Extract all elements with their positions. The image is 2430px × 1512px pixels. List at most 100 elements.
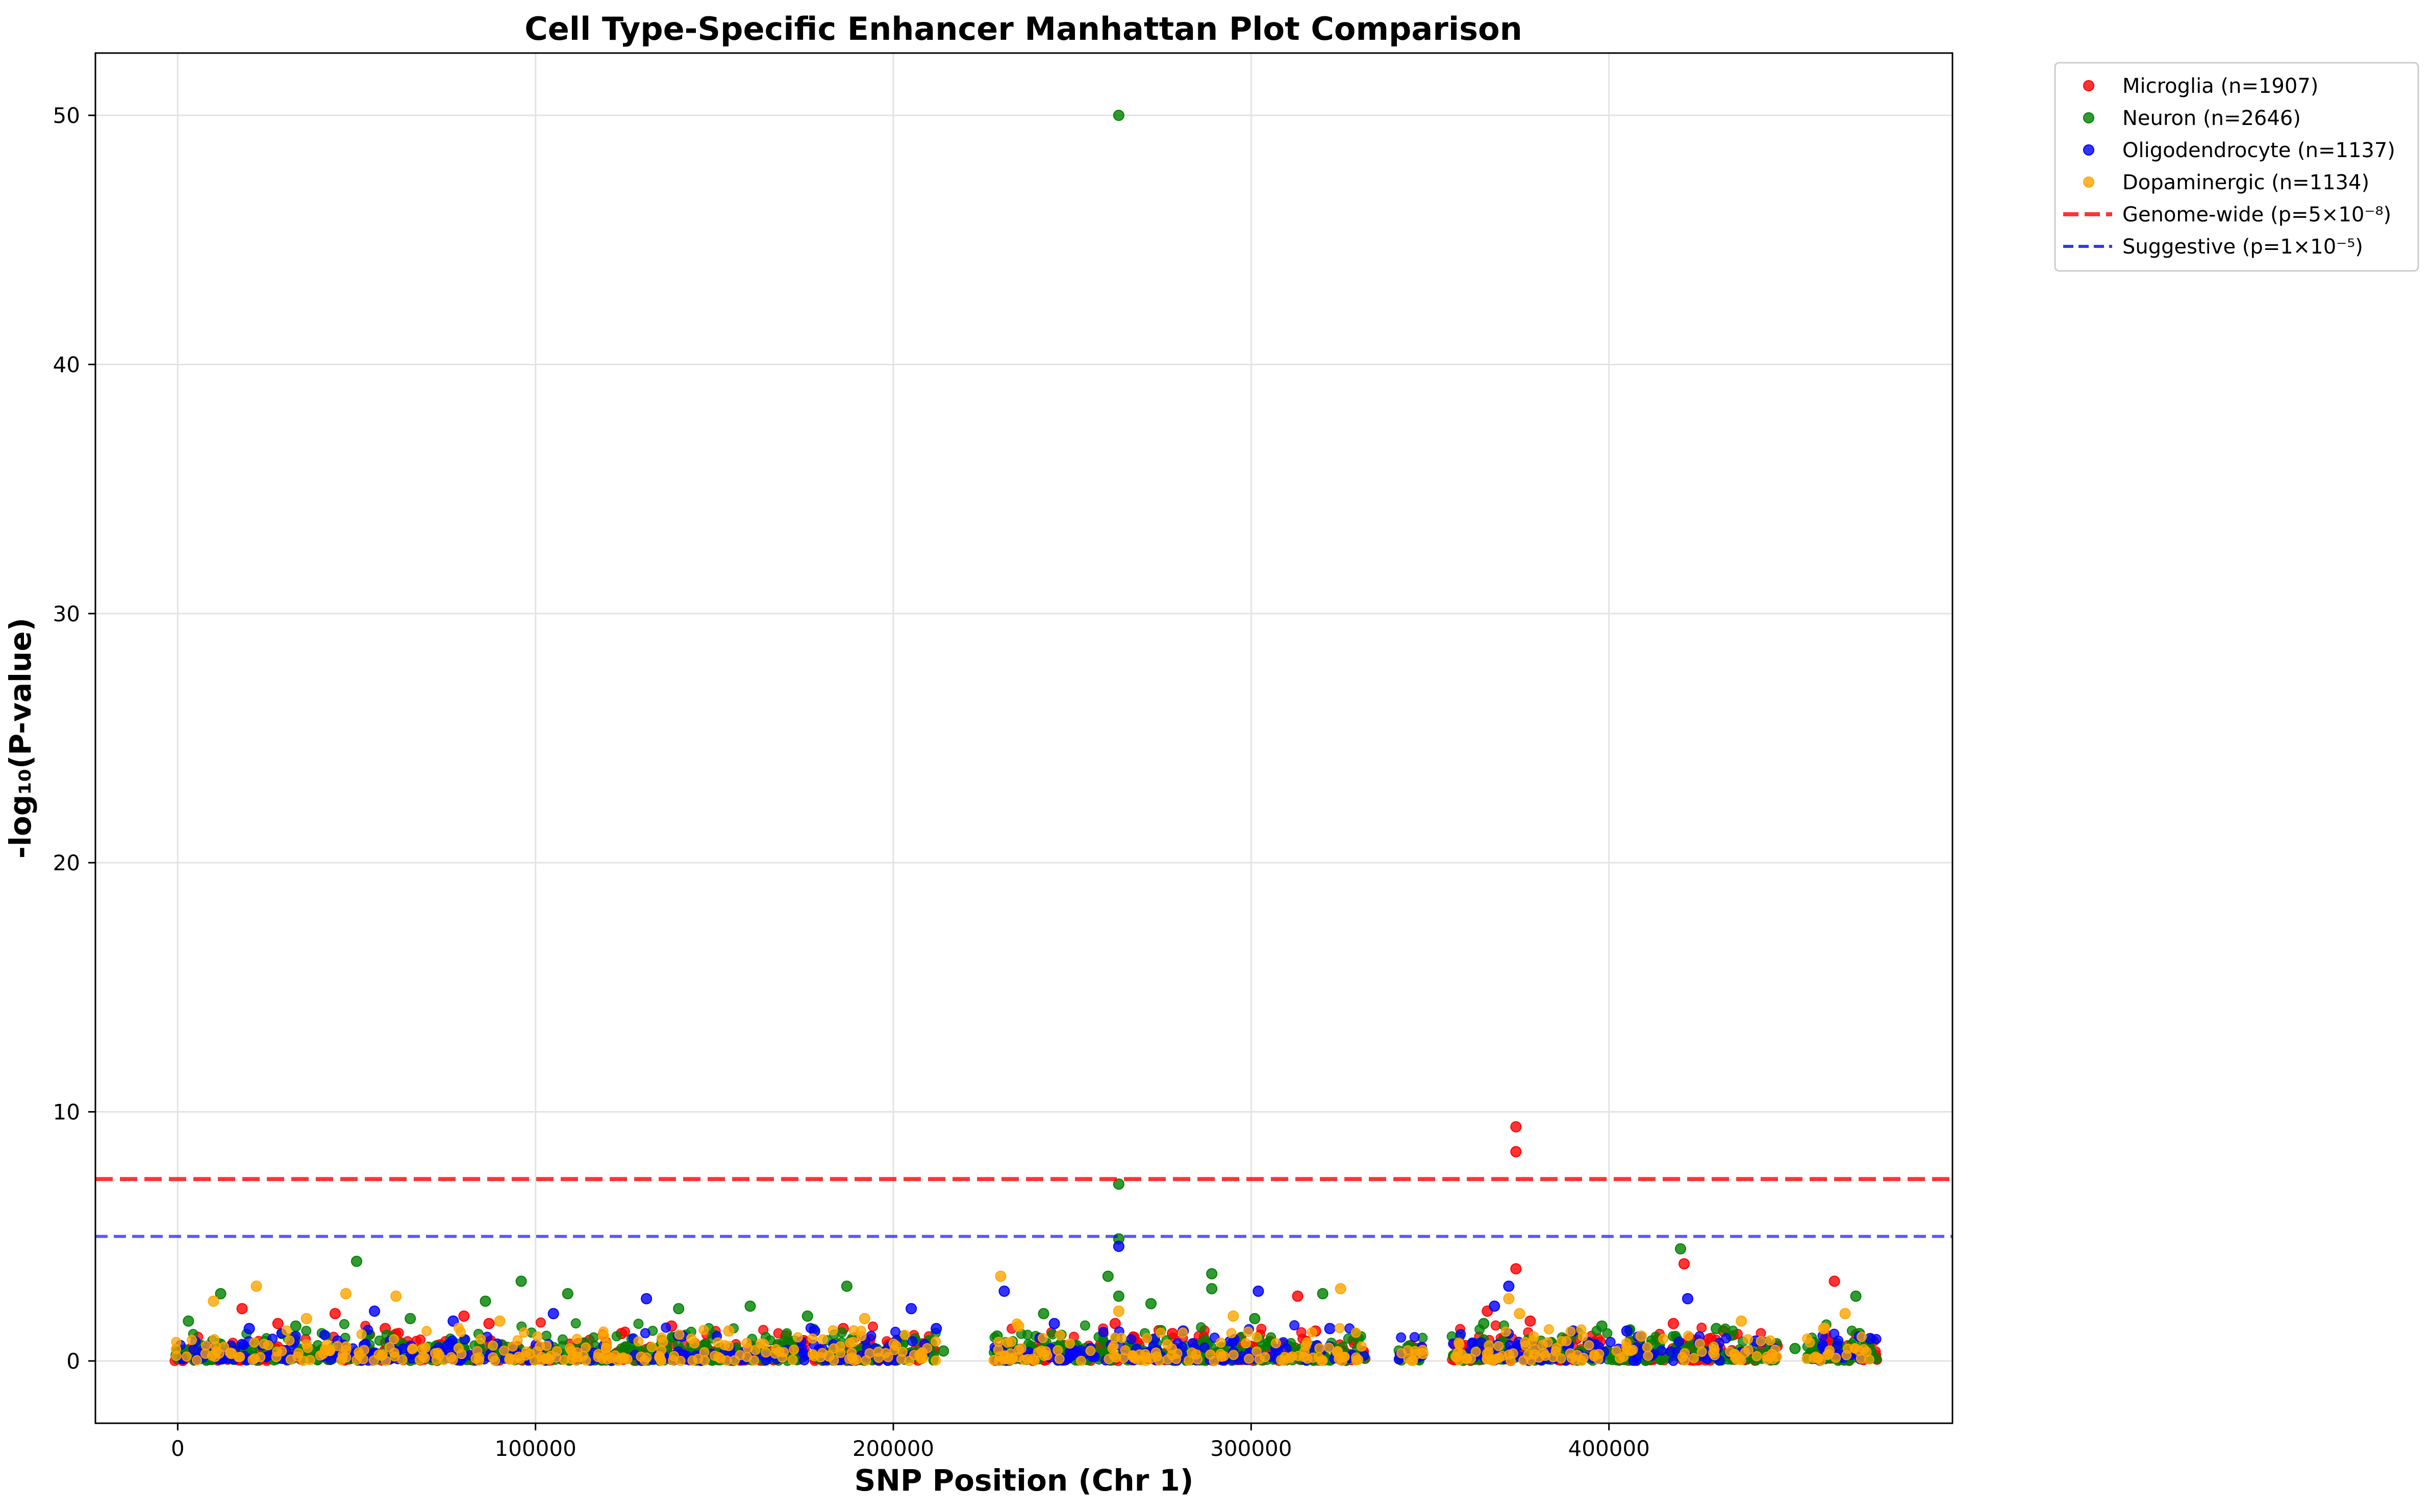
snp-point	[588, 1332, 599, 1343]
snp-point	[1113, 110, 1124, 121]
y-tick-label: 40	[53, 352, 80, 377]
snp-point	[1621, 1325, 1633, 1337]
snp-point	[1478, 1318, 1490, 1329]
snp-point	[581, 1342, 591, 1353]
snp-point	[1014, 1345, 1024, 1355]
snp-point	[1022, 1354, 1033, 1365]
snp-point	[646, 1342, 657, 1352]
snp-point	[405, 1313, 416, 1324]
snp-point	[600, 1344, 611, 1354]
snp-point	[447, 1354, 458, 1365]
snp-point	[518, 1327, 529, 1338]
legend-marker	[2083, 144, 2094, 156]
snp-point	[907, 1336, 918, 1347]
snp-point	[1085, 1346, 1096, 1356]
snp-point	[1631, 1355, 1642, 1366]
snp-point	[504, 1354, 515, 1365]
snp-point	[1520, 1340, 1531, 1351]
snp-point	[1680, 1348, 1690, 1358]
snp-point	[337, 1349, 348, 1360]
snp-point	[458, 1311, 470, 1322]
snp-point	[1154, 1355, 1165, 1366]
snp-point	[995, 1270, 1007, 1282]
snp-point	[483, 1318, 495, 1329]
snp-point	[430, 1348, 440, 1358]
snp-point	[541, 1330, 552, 1341]
x-axis-ticks: 0 100000 200000 300000 400000	[171, 1423, 1650, 1461]
snp-point	[1226, 1328, 1237, 1339]
snp-point	[698, 1325, 709, 1335]
snp-point	[1500, 1326, 1511, 1337]
snp-point	[1823, 1348, 1834, 1359]
snp-point	[1711, 1323, 1722, 1334]
snp-point	[1206, 1268, 1218, 1279]
snp-point	[319, 1329, 330, 1340]
x-tick-label: 300000	[1210, 1436, 1292, 1461]
snp-point	[1409, 1332, 1420, 1343]
snp-point	[1490, 1320, 1501, 1331]
snp-point	[300, 1313, 312, 1324]
snp-point	[759, 1339, 769, 1349]
snp-point	[1281, 1343, 1292, 1354]
snp-point	[1111, 1352, 1121, 1363]
snp-point	[1013, 1320, 1024, 1332]
snp-point	[1548, 1352, 1559, 1363]
snp-point	[513, 1351, 524, 1362]
snp-point	[447, 1335, 458, 1346]
snp-point	[823, 1350, 835, 1362]
snp-point	[1643, 1350, 1654, 1361]
snp-point	[571, 1333, 582, 1344]
snp-point	[384, 1342, 395, 1352]
snp-point	[1350, 1327, 1361, 1338]
snp-point	[597, 1330, 609, 1342]
snp-point	[1289, 1320, 1300, 1331]
snp-point	[1818, 1323, 1830, 1334]
snp-point	[931, 1323, 942, 1334]
snp-point	[1850, 1290, 1862, 1302]
snp-point	[1054, 1353, 1065, 1364]
snp-point	[515, 1275, 527, 1287]
snp-point	[183, 1315, 194, 1327]
snp-point	[801, 1311, 813, 1322]
snp-point	[215, 1288, 227, 1300]
snp-point	[829, 1343, 839, 1354]
snp-point	[1625, 1346, 1636, 1356]
snp-point	[1055, 1330, 1065, 1341]
snp-point	[744, 1300, 756, 1312]
snp-point	[1508, 1348, 1518, 1359]
snp-point	[866, 1330, 876, 1341]
snp-point	[761, 1347, 771, 1358]
snp-point	[1334, 1323, 1345, 1333]
snp-point	[498, 1345, 509, 1356]
snp-point	[689, 1338, 700, 1349]
snp-point	[1849, 1343, 1860, 1354]
snp-point	[1356, 1341, 1367, 1352]
snp-point	[640, 1328, 650, 1339]
snp-point	[557, 1334, 568, 1345]
snp-point	[1694, 1338, 1705, 1349]
x-tick-label: 100000	[494, 1436, 576, 1461]
snp-point	[512, 1335, 523, 1346]
snp-point	[1249, 1313, 1261, 1324]
snp-point	[247, 1354, 258, 1365]
snp-point	[1534, 1352, 1544, 1363]
snp-point	[1578, 1352, 1589, 1363]
legend-marker	[2083, 177, 2094, 188]
snp-point	[1064, 1338, 1075, 1349]
snp-point	[374, 1335, 385, 1346]
snp-point	[1503, 1280, 1515, 1292]
snp-point	[1621, 1338, 1632, 1348]
snp-point	[1251, 1332, 1262, 1343]
snp-point	[272, 1318, 284, 1329]
snp-point	[1396, 1332, 1407, 1343]
snp-point	[389, 1351, 400, 1362]
snp-point	[658, 1337, 668, 1347]
snp-point	[284, 1335, 295, 1346]
snp-point	[1543, 1324, 1554, 1334]
snp-point	[1454, 1340, 1465, 1350]
snp-point	[1456, 1329, 1466, 1340]
snp-point	[1126, 1334, 1137, 1345]
legend-label: Neuron (n=2646)	[2122, 107, 2301, 130]
snp-point	[1252, 1286, 1264, 1297]
